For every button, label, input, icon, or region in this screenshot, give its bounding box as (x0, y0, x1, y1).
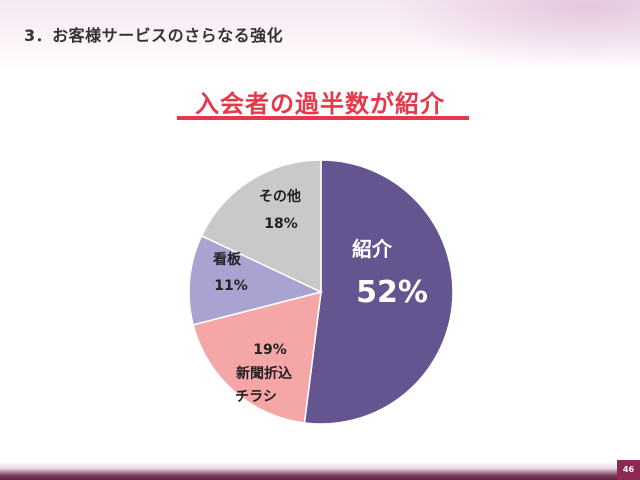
pie-slice (188, 234, 324, 326)
slice-label: 新聞折込 (236, 365, 292, 382)
footer-band (0, 462, 640, 480)
slice-value-label: 52% (356, 275, 428, 310)
slice-label: その他 (259, 188, 301, 205)
slice-label: 看板 (212, 251, 242, 268)
section-title: 3．お客様サービスのさらなる強化 (24, 26, 284, 45)
headline: 入会者の過半数が紹介 (195, 90, 445, 118)
pie-slice (200, 159, 322, 294)
slice-label: 紹介 (352, 237, 393, 261)
slice-label: チラシ (235, 389, 277, 405)
slice-value-label: 18% (264, 216, 298, 232)
slice-value-label: 11% (214, 278, 248, 294)
header-band (0, 0, 640, 70)
headline-underline (177, 116, 469, 120)
pie-slice (192, 290, 322, 424)
pie-slice (303, 159, 454, 425)
page-number: 46 (617, 460, 640, 480)
slice-value-label: 19% (253, 342, 287, 358)
